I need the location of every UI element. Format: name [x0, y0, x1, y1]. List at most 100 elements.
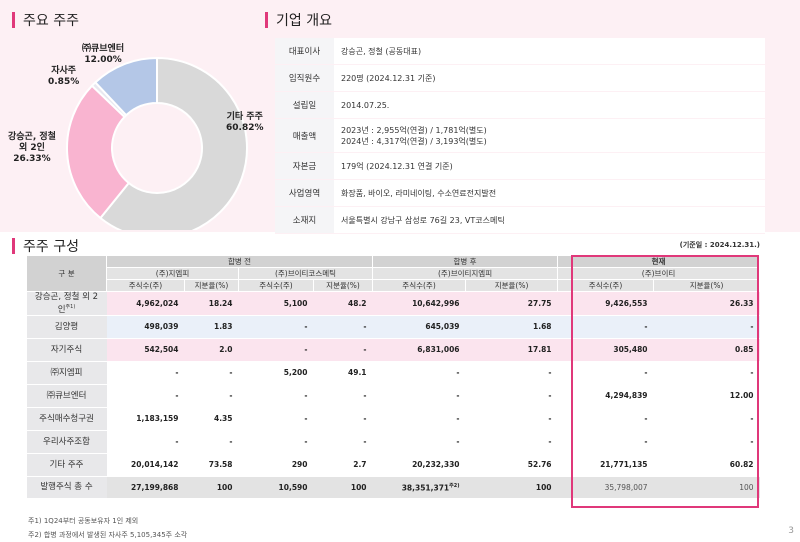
shares-cell: - — [557, 407, 654, 431]
ratio-cell: 1.83 — [184, 315, 239, 339]
ratio-cell: 100 — [184, 476, 239, 499]
ratio-cell: 0.85 — [653, 338, 760, 362]
header-before-merger: 합병 전 — [105, 255, 374, 268]
cell-value: - — [229, 391, 233, 401]
overview-value-line: 2023년 : 2,955억(연결) / 1,781억(별도) — [341, 125, 487, 135]
row-label-text: 주식매수청구권 — [39, 413, 94, 424]
table-row: 기타 주주 20,014,142 73.58 290 2.7 20,232,330 52.7… — [26, 453, 760, 477]
cell-value: 100 — [535, 482, 552, 492]
cell-value: 1.83 — [213, 322, 233, 332]
row-label-text: 강승곤, 정철 외 2인 — [34, 292, 99, 315]
cell-value: 0.85 — [735, 345, 754, 355]
cell-value: 38,351,371 — [401, 483, 450, 493]
row-label-text: 발행주식 총 수 — [40, 482, 93, 493]
header-shares: 주식수(주) — [238, 279, 314, 292]
section-title-text: 주요 주주 — [23, 13, 79, 29]
cell-value: - — [175, 368, 179, 378]
row-label: ㈜큐브엔터 — [26, 384, 107, 408]
overview-value-line: 2014.07.25. — [341, 100, 390, 110]
overview-key: 설립일 — [275, 92, 334, 118]
ratio-cell: 17.81 — [465, 338, 558, 362]
shares-cell: - — [557, 361, 654, 385]
table-row: ㈜지엠피 - - 5,200 49.1 - - - - — [26, 361, 760, 385]
cell-value: 498,039 — [144, 322, 179, 332]
header-gubun: 구 분 — [26, 255, 107, 292]
overview-value: 220명 (2024.12.31 기준) — [334, 73, 435, 84]
cell-value: 5,100 — [283, 298, 308, 308]
ratio-cell: 100 — [653, 476, 760, 499]
ratio-cell: - — [653, 315, 760, 339]
cell-value: 1,183,159 — [136, 414, 179, 424]
title-accent-bar — [12, 12, 15, 28]
cell-value: 9,426,553 — [605, 298, 648, 308]
overview-key: 자본금 — [275, 153, 334, 179]
shares-cell: 6,831,006 — [372, 338, 466, 362]
cell-value: 26.33 — [729, 298, 754, 308]
ratio-cell: 49.1 — [313, 361, 373, 385]
cell-value: - — [644, 322, 648, 332]
shares-cell: - — [238, 315, 314, 339]
cell-value: - — [548, 368, 552, 378]
major-holders-donut-chart: ㈜큐브엔터 12.00% 자사주 0.85% 강승곤, 정철 외 2인 26.3… — [0, 30, 270, 239]
ratio-cell: 4.35 — [184, 407, 239, 431]
header-company-vt: (주)브이티 — [557, 267, 761, 280]
shares-cell: - — [238, 384, 314, 408]
shares-cell: 4,962,024 — [106, 291, 185, 316]
cell-value: - — [750, 414, 754, 424]
cell-value: - — [363, 414, 367, 424]
shares-cell: - — [372, 361, 466, 385]
pie-label-treasury: 자사주 0.85% — [48, 66, 80, 87]
cell-value: - — [363, 391, 367, 401]
cell-value: 20,014,142 — [131, 460, 179, 470]
shares-cell: 498,039 — [106, 315, 185, 339]
table-row: 주식매수청구권 1,183,159 4.35 - - - - - - — [26, 407, 760, 431]
title-accent-bar — [265, 12, 268, 28]
cell-value: - — [644, 437, 648, 447]
row-label: 강승곤, 정철 외 2인주1) — [26, 291, 107, 316]
section-title-company: 기업 개요 — [265, 10, 332, 30]
cell-value: 17.81 — [527, 345, 552, 355]
shares-cell: - — [238, 407, 314, 431]
overview-row: 자본금 179억 (2024.12.31 연결 기준) — [275, 153, 765, 180]
cell-value: 1.68 — [533, 322, 552, 332]
header-company-gmp: (주)지엠피 — [106, 267, 239, 280]
header-shares: 주식수(주) — [372, 279, 467, 292]
overview-key: 대표이사 — [275, 38, 334, 64]
overview-value-line: 화장품, 바이오, 라미네이팅, 수소연료전지발전 — [341, 188, 497, 198]
title-accent-bar — [12, 238, 15, 254]
header-ratio: 지분율(%) — [465, 279, 559, 292]
table-row: 김양평 498,039 1.83 - - 645,039 1.68 - - — [26, 315, 760, 339]
pie-slice-cube-ent — [93, 56, 158, 117]
pie-slice-ceo-group — [66, 84, 131, 220]
shares-cell: 10,590 — [238, 476, 314, 499]
cell-value: 73.58 — [208, 460, 233, 470]
footnote-marker: 주1) — [65, 304, 76, 310]
shares-cell: 21,771,135 — [557, 453, 654, 477]
cell-value: 2.0 — [219, 345, 233, 355]
section-title-text: 기업 개요 — [276, 13, 332, 29]
shares-cell: - — [557, 430, 654, 454]
cell-value: 27,199,868 — [131, 482, 179, 492]
cell-value: - — [363, 322, 367, 332]
overview-row: 사업영역 화장품, 바이오, 라미네이팅, 수소연료전지발전 — [275, 180, 765, 207]
row-label: 발행주식 총 수 — [26, 476, 107, 499]
cell-value: 27.75 — [527, 298, 552, 308]
company-overview-table: 대표이사 강승곤, 정철 (공동대표) 임직원수 220명 (2024.12.31 기… — [275, 38, 765, 234]
cell-value: - — [456, 391, 460, 401]
ratio-cell: - — [653, 407, 760, 431]
ratio-cell: 100 — [313, 476, 373, 499]
ratio-cell: 1.68 — [465, 315, 558, 339]
row-label: 김양평 — [26, 315, 107, 339]
cell-value: - — [304, 414, 308, 424]
header-shares: 주식수(주) — [557, 279, 655, 292]
overview-row: 매출액 2023년 : 2,955억(연결) / 1,781억(별도) 2024년 … — [275, 119, 765, 153]
cell-value: 4.35 — [213, 414, 233, 424]
ratio-cell: 48.2 — [313, 291, 373, 316]
table-row: 강승곤, 정철 외 2인주1) 4,962,024 18.24 5,100 48.2 10… — [26, 291, 760, 316]
section-title-structure: 주주 구성 — [12, 236, 79, 256]
header-company-vt-gmp: (주)브이티지엠피 — [372, 267, 559, 280]
row-label-text: 자기주식 — [50, 344, 83, 355]
ratio-cell: - — [313, 384, 373, 408]
cell-value: - — [644, 414, 648, 424]
ratio-cell: - — [184, 384, 239, 408]
